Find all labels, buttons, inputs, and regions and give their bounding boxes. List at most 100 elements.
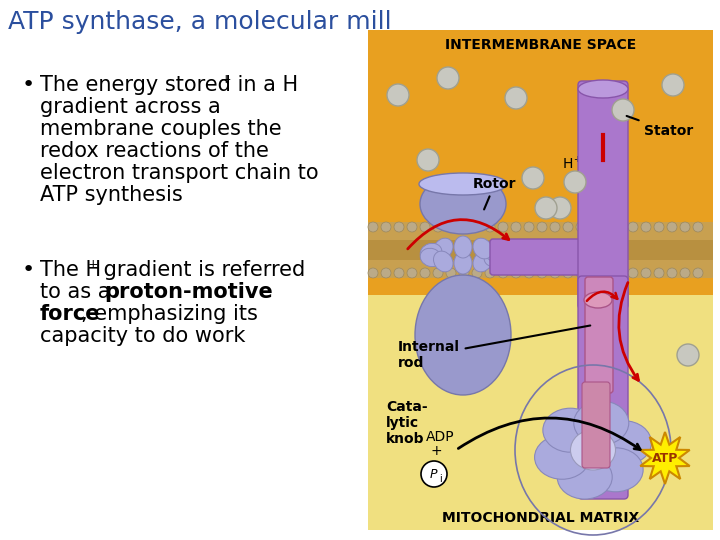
- Text: , emphasizing its: , emphasizing its: [81, 304, 258, 324]
- Text: Rotor: Rotor: [473, 177, 516, 210]
- FancyBboxPatch shape: [582, 382, 610, 468]
- Circle shape: [550, 268, 560, 278]
- Text: +: +: [431, 444, 443, 458]
- Circle shape: [667, 222, 677, 232]
- Circle shape: [511, 222, 521, 232]
- Text: INTERMEMBRANE SPACE: INTERMEMBRANE SPACE: [445, 38, 636, 52]
- Ellipse shape: [420, 248, 442, 267]
- Circle shape: [535, 197, 557, 219]
- Text: The H: The H: [40, 260, 101, 280]
- Ellipse shape: [596, 421, 652, 465]
- Circle shape: [693, 268, 703, 278]
- Text: P: P: [429, 469, 437, 482]
- Circle shape: [472, 268, 482, 278]
- Circle shape: [420, 222, 430, 232]
- Text: electron transport chain to: electron transport chain to: [40, 163, 319, 183]
- Ellipse shape: [484, 248, 505, 267]
- Text: Internal
rod: Internal rod: [398, 326, 590, 370]
- Ellipse shape: [433, 251, 453, 272]
- Ellipse shape: [419, 173, 507, 195]
- Circle shape: [522, 167, 544, 189]
- Text: ATP synthase, a molecular mill: ATP synthase, a molecular mill: [8, 10, 392, 34]
- Circle shape: [602, 222, 612, 232]
- Polygon shape: [640, 432, 690, 484]
- Text: force: force: [40, 304, 101, 324]
- Circle shape: [615, 222, 625, 232]
- Circle shape: [524, 268, 534, 278]
- Circle shape: [612, 99, 634, 121]
- Circle shape: [589, 222, 599, 232]
- Ellipse shape: [473, 251, 492, 272]
- Circle shape: [472, 222, 482, 232]
- Text: +: +: [221, 73, 232, 86]
- Circle shape: [394, 268, 404, 278]
- Text: •: •: [22, 75, 35, 95]
- Circle shape: [417, 149, 439, 171]
- Circle shape: [459, 222, 469, 232]
- Bar: [368, 240, 713, 260]
- Circle shape: [677, 344, 699, 366]
- Ellipse shape: [543, 408, 598, 452]
- Text: to as a: to as a: [40, 282, 117, 302]
- FancyBboxPatch shape: [490, 239, 591, 275]
- Circle shape: [511, 268, 521, 278]
- Circle shape: [368, 268, 378, 278]
- Circle shape: [524, 222, 534, 232]
- Text: redox reactions of the: redox reactions of the: [40, 141, 269, 161]
- Circle shape: [498, 268, 508, 278]
- Circle shape: [628, 222, 638, 232]
- Circle shape: [680, 268, 690, 278]
- Circle shape: [537, 222, 547, 232]
- Circle shape: [459, 268, 469, 278]
- Circle shape: [602, 268, 612, 278]
- Circle shape: [563, 268, 573, 278]
- Text: capacity to do work: capacity to do work: [40, 326, 246, 346]
- Circle shape: [550, 222, 560, 232]
- Ellipse shape: [534, 435, 590, 479]
- Text: ADP: ADP: [426, 430, 454, 444]
- Ellipse shape: [584, 292, 612, 308]
- Ellipse shape: [484, 244, 505, 262]
- Circle shape: [421, 461, 447, 487]
- Circle shape: [563, 222, 573, 232]
- Circle shape: [446, 268, 456, 278]
- Circle shape: [407, 268, 417, 278]
- Bar: [368, 295, 713, 530]
- Text: gradient across a: gradient across a: [40, 97, 221, 117]
- Circle shape: [641, 222, 651, 232]
- Ellipse shape: [557, 455, 612, 499]
- Circle shape: [680, 222, 690, 232]
- Circle shape: [368, 222, 378, 232]
- Circle shape: [394, 222, 404, 232]
- Ellipse shape: [454, 236, 472, 258]
- Ellipse shape: [473, 238, 492, 259]
- Circle shape: [549, 197, 571, 219]
- Text: ATP synthesis: ATP synthesis: [40, 185, 183, 205]
- Ellipse shape: [420, 174, 506, 234]
- Circle shape: [433, 222, 443, 232]
- Circle shape: [628, 268, 638, 278]
- Circle shape: [433, 268, 443, 278]
- Bar: [368, 260, 713, 278]
- Text: proton-motive: proton-motive: [104, 282, 273, 302]
- Circle shape: [381, 268, 391, 278]
- Circle shape: [437, 67, 459, 89]
- Circle shape: [576, 268, 586, 278]
- Circle shape: [407, 222, 417, 232]
- Circle shape: [381, 222, 391, 232]
- Circle shape: [654, 222, 664, 232]
- FancyBboxPatch shape: [585, 277, 613, 393]
- Ellipse shape: [574, 401, 629, 445]
- Circle shape: [446, 222, 456, 232]
- Circle shape: [564, 171, 586, 193]
- Text: Stator: Stator: [626, 116, 693, 138]
- Bar: [368, 30, 713, 530]
- Text: The energy stored in a H: The energy stored in a H: [40, 75, 298, 95]
- Circle shape: [693, 222, 703, 232]
- Circle shape: [420, 268, 430, 278]
- Text: H: H: [563, 157, 573, 171]
- FancyBboxPatch shape: [578, 276, 628, 499]
- Text: •: •: [22, 260, 35, 280]
- Text: +: +: [573, 156, 580, 165]
- Ellipse shape: [578, 80, 628, 98]
